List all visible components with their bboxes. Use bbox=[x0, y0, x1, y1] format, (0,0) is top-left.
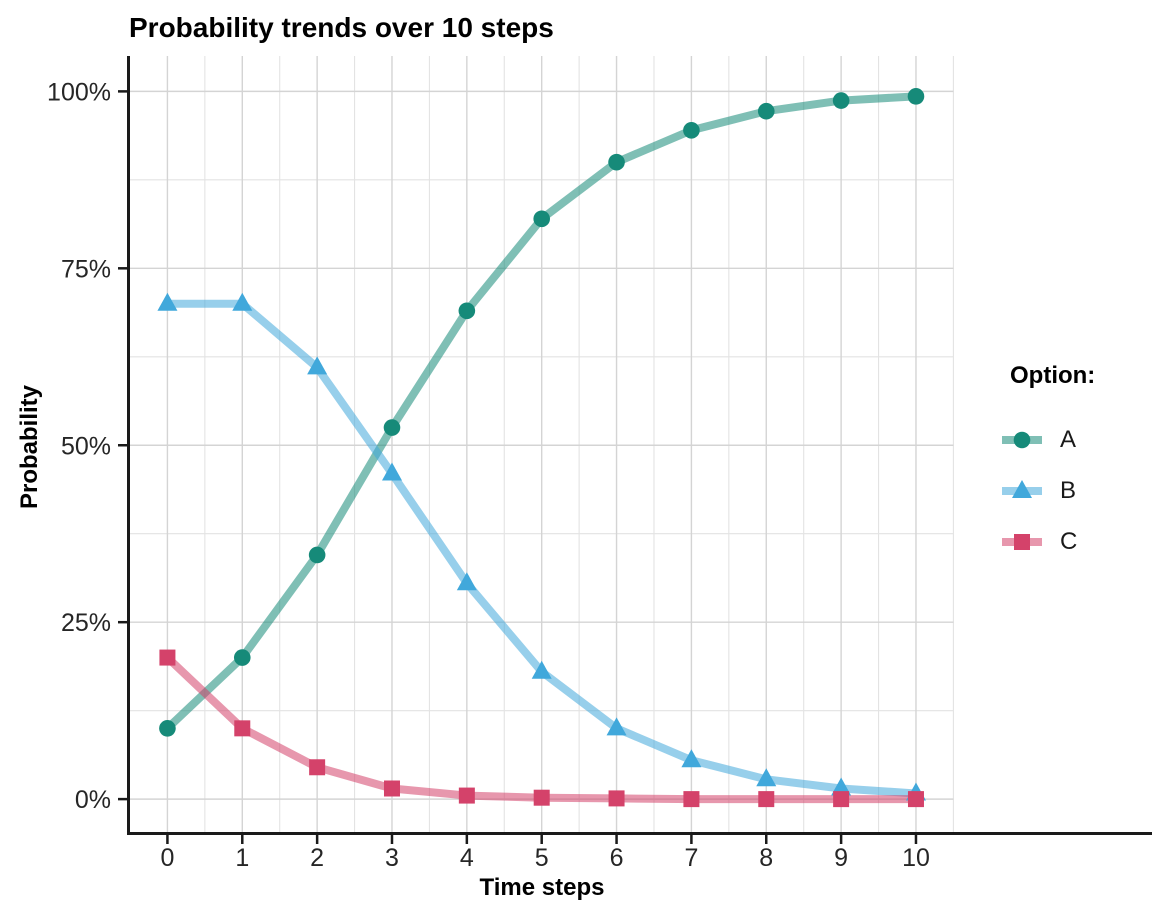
data-point-B bbox=[831, 777, 852, 796]
data-point-B bbox=[456, 572, 477, 591]
data-point-A bbox=[683, 122, 700, 139]
data-point-A bbox=[608, 153, 625, 171]
y-tick-label: 0% bbox=[75, 786, 111, 814]
chart-title: Probability trends over 10 steps bbox=[129, 12, 554, 43]
data-point-C bbox=[608, 790, 625, 807]
legend-key-triangle-icon bbox=[1002, 480, 1042, 498]
data-point-C bbox=[458, 787, 475, 804]
data-point-C bbox=[234, 720, 251, 737]
x-tick-label: 0 bbox=[160, 844, 174, 872]
x-tick-label: 3 bbox=[385, 844, 399, 872]
data-point-A bbox=[233, 649, 251, 666]
data-point-B bbox=[307, 356, 328, 375]
legend-key-circle-icon bbox=[1002, 431, 1042, 449]
legend-item-c: C bbox=[1000, 528, 1095, 556]
data-point-B bbox=[232, 292, 253, 311]
legend: Option: A B C bbox=[1000, 362, 1095, 579]
y-tick-label: 75% bbox=[61, 255, 111, 283]
data-point-B bbox=[681, 749, 702, 768]
data-point-C bbox=[533, 789, 550, 806]
data-point-A bbox=[383, 419, 401, 436]
data-point-B bbox=[381, 462, 402, 481]
data-point-C bbox=[758, 791, 775, 808]
data-point-A bbox=[159, 720, 176, 737]
y-tick-label: 25% bbox=[61, 609, 111, 637]
data-point-C bbox=[907, 791, 924, 808]
legend-item-a: A bbox=[1000, 426, 1095, 454]
data-point-A bbox=[832, 92, 850, 109]
data-point-C bbox=[683, 791, 700, 808]
x-tick-label: 9 bbox=[834, 844, 848, 872]
x-tick-label: 10 bbox=[902, 844, 930, 872]
data-point-C bbox=[159, 649, 176, 666]
data-point-A bbox=[533, 210, 550, 228]
legend-label-a: A bbox=[1060, 426, 1077, 453]
data-point-A bbox=[907, 88, 925, 105]
y-tick-label: 100% bbox=[47, 78, 111, 106]
x-tick-label: 7 bbox=[684, 844, 698, 872]
data-point-C bbox=[309, 759, 326, 776]
legend-item-b: B bbox=[1000, 477, 1095, 505]
legend-label-c: C bbox=[1060, 528, 1078, 555]
legend-key-marker-B bbox=[1012, 480, 1032, 498]
legend-key-marker-A bbox=[1013, 431, 1031, 449]
data-point-A bbox=[458, 302, 476, 320]
legend-label-b: B bbox=[1060, 477, 1077, 504]
legend-key-marker-C bbox=[1014, 534, 1030, 550]
data-point-C bbox=[833, 791, 850, 808]
y-tick-label: 50% bbox=[61, 432, 111, 460]
x-tick-label: 5 bbox=[535, 844, 549, 872]
x-tick-label: 6 bbox=[610, 844, 624, 872]
data-point-B bbox=[756, 768, 777, 787]
y-axis-title: Probability bbox=[16, 384, 43, 510]
data-point-B bbox=[606, 717, 627, 736]
data-point-B bbox=[157, 292, 178, 311]
legend-title: Option: bbox=[1010, 362, 1096, 389]
x-tick-label: 1 bbox=[235, 844, 249, 872]
x-tick-label: 4 bbox=[460, 844, 474, 872]
x-tick-label: 8 bbox=[759, 844, 773, 872]
x-axis-title: Time steps bbox=[479, 874, 605, 901]
data-point-A bbox=[757, 102, 775, 120]
legend-key-square-icon bbox=[1002, 534, 1042, 550]
data-point-C bbox=[383, 780, 400, 797]
x-tick-label: 2 bbox=[310, 844, 324, 872]
data-point-B bbox=[531, 660, 552, 679]
data-point-A bbox=[308, 546, 326, 564]
